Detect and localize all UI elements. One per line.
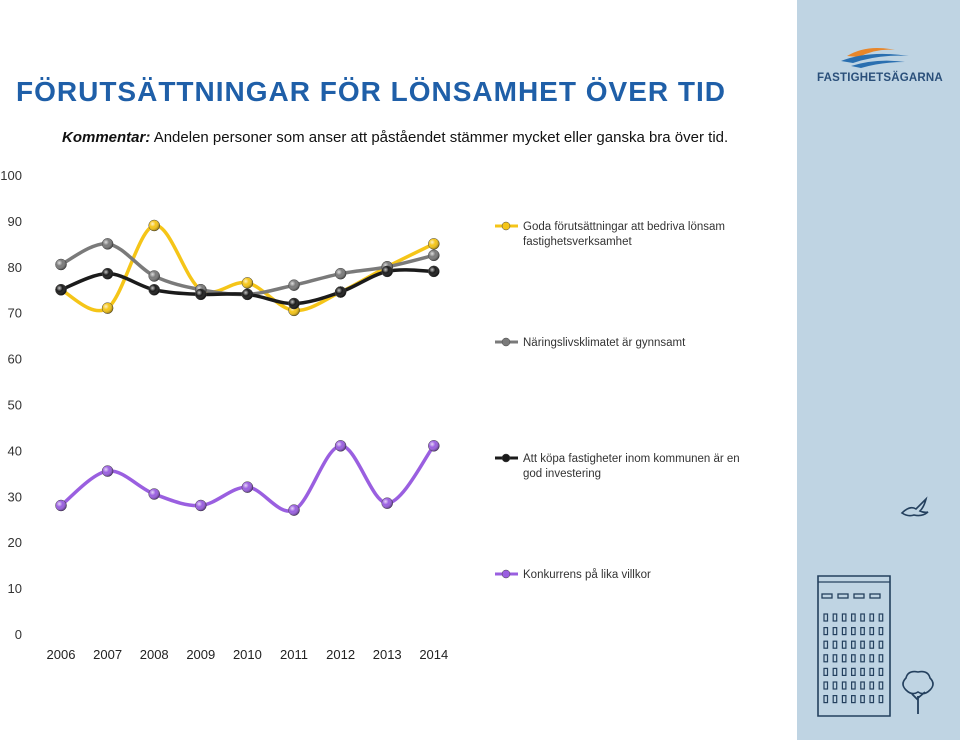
legend-label: Näringslivsklimatet är gynnsamt (523, 337, 686, 349)
legend-swatch-marker (501, 337, 511, 347)
y-tick-label: 90 (8, 214, 22, 229)
bird-icon (900, 496, 929, 517)
data-point-shine (381, 265, 393, 277)
logo-text: FASTIGHETSÄGARNA (817, 72, 943, 84)
data-point-shine (335, 286, 347, 298)
legend-label: Konkurrens på lika villkor (523, 569, 651, 581)
legend-swatch-marker (501, 221, 511, 231)
series-line (59, 444, 436, 513)
data-point-shine (148, 284, 160, 296)
data-point-shine (102, 238, 114, 250)
y-tick-label: 100 (0, 168, 22, 183)
page-title: FÖRUTSÄTTNINGAR FÖR LÖNSAMHET ÖVER TID (16, 76, 726, 107)
data-point-shine (55, 259, 67, 271)
data-point-shine (148, 270, 160, 282)
x-tick-label: 2006 (47, 647, 76, 662)
comment-text: Andelen personer som anser att påstående… (153, 129, 729, 146)
comment: Kommentar: Andelen personer som anser at… (62, 129, 728, 146)
data-point-shine (102, 465, 114, 477)
comment-label: Kommentar: (62, 129, 151, 146)
y-tick-label: 50 (8, 398, 22, 413)
data-point-shine (288, 298, 300, 310)
y-tick-label: 10 (8, 581, 22, 596)
data-point-shine (102, 302, 114, 314)
y-tick-label: 30 (8, 489, 22, 504)
data-point-shine (55, 499, 67, 511)
brand-logo: FASTIGHETSÄGARNA (817, 44, 943, 94)
y-tick-label: 20 (8, 535, 22, 550)
data-point-shine (148, 488, 160, 500)
data-point-shine (102, 268, 114, 280)
data-point-shine (241, 481, 253, 493)
y-tick-label: 0 (15, 627, 22, 642)
data-point-shine (428, 440, 440, 452)
legend-swatch-marker (501, 569, 511, 579)
data-point-shine (241, 288, 253, 300)
data-point-shine (288, 504, 300, 516)
y-tick-label: 40 (8, 443, 22, 458)
data-point-shine (335, 268, 347, 280)
x-tick-label: 2010 (233, 647, 262, 662)
y-tick-label: 60 (8, 352, 22, 367)
data-point-shine (195, 288, 207, 300)
data-point-shine (288, 279, 300, 291)
data-point-shine (428, 249, 440, 261)
building-icon (817, 575, 891, 717)
data-point-shine (241, 277, 253, 289)
x-tick-label: 2014 (419, 647, 448, 662)
x-tick-label: 2013 (373, 647, 402, 662)
tree-icon (902, 670, 934, 714)
x-tick-label: 2012 (326, 647, 355, 662)
legend-label: Att köpa fastigheter inom kommunen är en… (523, 453, 740, 480)
x-tick-label: 2011 (280, 647, 308, 662)
line-chart: 0 10 20 30 40 50 60 70 80 90 100 2006 2007 2008 2009 2… (0, 168, 740, 662)
data-point-shine (335, 440, 347, 452)
x-tick-label: 2007 (93, 647, 122, 662)
data-point-shine (428, 238, 440, 250)
data-point-shine (148, 219, 160, 231)
data-point-shine (381, 497, 393, 509)
x-tick-label: 2008 (140, 647, 169, 662)
waves-logo-icon (841, 48, 909, 68)
x-tick-label: 2009 (186, 647, 215, 662)
data-point-shine (55, 284, 67, 296)
legend-label: Goda förutsättningar att bedriva lönsam f… (523, 221, 725, 248)
data-point-shine (428, 265, 440, 277)
y-tick-label: 80 (8, 260, 22, 275)
y-tick-label: 70 (8, 306, 22, 321)
data-point-shine (195, 499, 207, 511)
legend-swatch-marker (501, 453, 511, 463)
